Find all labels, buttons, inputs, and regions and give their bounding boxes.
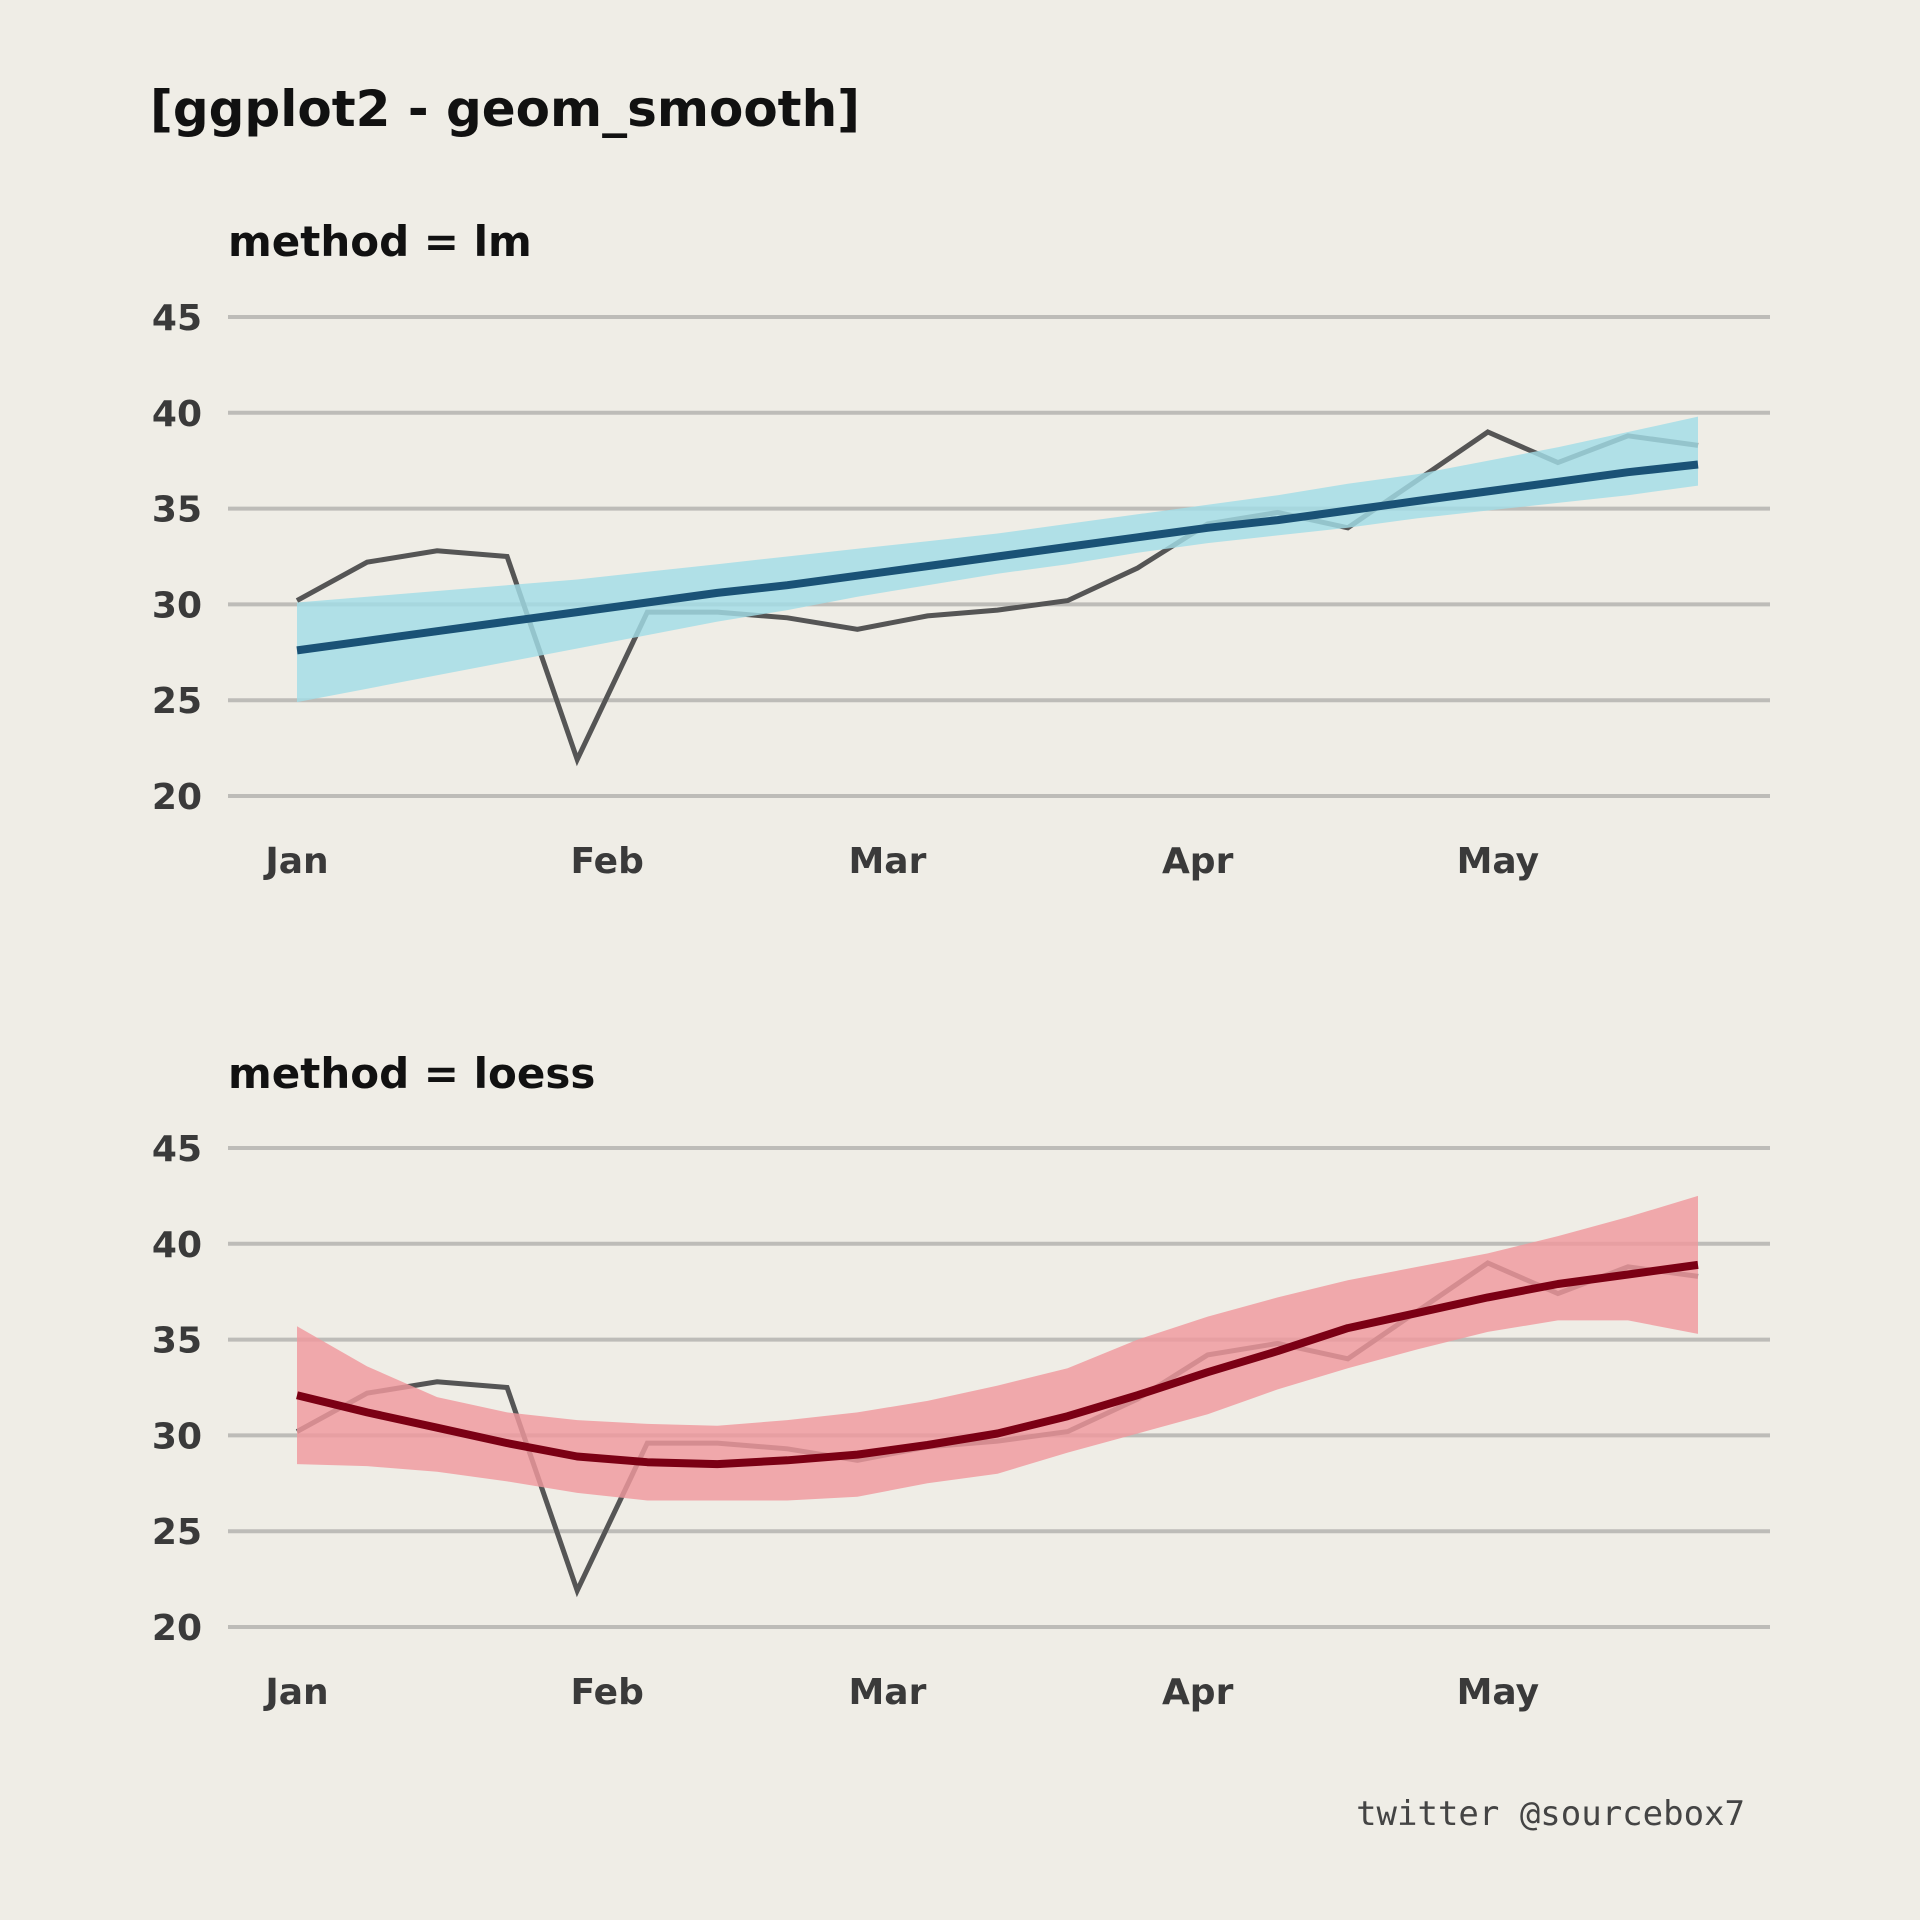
y-tick-label: 30: [152, 585, 202, 626]
y-tick-label: 40: [152, 394, 202, 435]
panel-loess: method = loess 20 25 30 35 40 45 Jan Feb Mar Apr Ma…: [152, 1049, 1770, 1713]
y-tick-label: 25: [152, 1512, 202, 1553]
x-tick-label: Mar: [848, 1672, 926, 1713]
y-tick-label: 35: [152, 1321, 202, 1362]
y-tick-label: 20: [152, 1608, 202, 1649]
panel-title: method = lm: [228, 217, 532, 266]
panel-title: method = loess: [228, 1049, 595, 1098]
y-tick-label: 35: [152, 490, 202, 531]
smooth-fit-line: [296, 460, 1699, 655]
y-tick-label: 25: [152, 681, 202, 722]
x-tick-label: May: [1457, 1672, 1539, 1713]
x-tick-label: Apr: [1162, 1672, 1234, 1713]
credit-text: twitter @sourcebox7: [1356, 1794, 1745, 1834]
x-tick-label: Feb: [571, 841, 644, 882]
x-tick-label: Feb: [571, 1672, 644, 1713]
y-tick-label: 45: [152, 1129, 202, 1170]
y-tick-label: 40: [152, 1225, 202, 1266]
y-tick-label: 30: [152, 1416, 202, 1457]
smooth-fit-line: [296, 1260, 1699, 1469]
panel-lm: method = lm 20 25 30 35 40 45 Jan Feb Mar Apr May: [152, 217, 1770, 882]
confidence-band: [297, 1195, 1698, 1501]
x-tick-label: Jan: [262, 1672, 328, 1713]
x-tick-label: May: [1457, 841, 1539, 882]
y-tick-label: 45: [152, 298, 202, 339]
x-tick-label: Jan: [262, 841, 328, 882]
main-title: [ggplot2 - geom_smooth]: [150, 80, 860, 138]
x-tick-label: Apr: [1162, 841, 1234, 882]
y-tick-label: 20: [152, 777, 202, 818]
x-tick-label: Mar: [848, 841, 926, 882]
